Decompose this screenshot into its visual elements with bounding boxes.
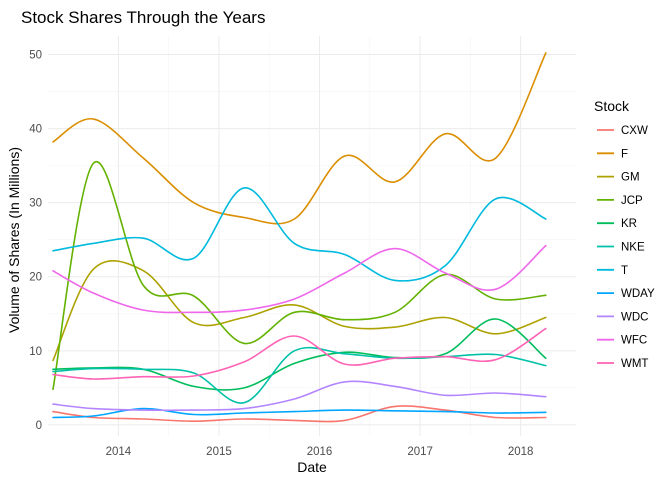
legend: Stock CXW F GM JCP KR NKE T WDAY WDC WFC WMT xyxy=(594,98,655,370)
legend-label: CXW xyxy=(621,125,648,137)
series-line-gm xyxy=(52,260,547,362)
y-axis-title: Volume of Shares (In Millions) xyxy=(6,147,22,333)
legend-label: JCP xyxy=(621,195,643,207)
y-tick-label: 30 xyxy=(29,198,42,210)
legend-item-wdc: WDC xyxy=(597,311,648,323)
grid-minor xyxy=(48,36,576,436)
chart-title: Stock Shares Through the Years xyxy=(21,8,265,27)
legend-item-t: T xyxy=(597,265,628,277)
legend-item-nke: NKE xyxy=(597,242,645,254)
legend-item-f: F xyxy=(597,148,628,160)
series-lines xyxy=(52,52,547,423)
legend-label: T xyxy=(621,265,628,277)
x-tick-label: 2017 xyxy=(407,446,433,458)
y-tick-label: 10 xyxy=(29,346,42,358)
x-tick-label: 2015 xyxy=(206,446,232,458)
x-tick-label: 2014 xyxy=(106,446,132,458)
y-tick-label: 40 xyxy=(29,124,42,136)
y-tick-label: 50 xyxy=(29,50,42,62)
x-axis-tick-labels: 2014 2015 2016 2017 2018 xyxy=(106,446,534,458)
legend-items: CXW F GM JCP KR NKE T WDAY WDC WFC WMT xyxy=(597,125,655,370)
plot-panel xyxy=(48,36,576,436)
series-line-jcp xyxy=(52,160,547,391)
y-axis-tick-labels: 0 10 20 30 40 50 xyxy=(29,50,42,432)
legend-label: NKE xyxy=(621,242,645,254)
y-tick-label: 0 xyxy=(36,420,42,432)
x-tick-label: 2016 xyxy=(307,446,333,458)
legend-label: WDAY xyxy=(621,288,655,300)
series-line-t xyxy=(52,187,547,282)
legend-item-wmt: WMT xyxy=(597,358,648,370)
series-line-nke xyxy=(52,346,547,404)
legend-item-wday: WDAY xyxy=(597,288,655,300)
series-line-kr xyxy=(52,318,547,391)
legend-item-cxw: CXW xyxy=(597,125,648,137)
x-axis-title: Date xyxy=(297,459,327,475)
series-line-f xyxy=(52,52,547,225)
series-line-cxw xyxy=(52,405,547,423)
x-tick-label: 2018 xyxy=(508,446,534,458)
legend-label: WDC xyxy=(621,311,648,323)
legend-item-kr: KR xyxy=(597,218,637,230)
legend-item-wfc: WFC xyxy=(597,335,647,347)
series-line-wfc xyxy=(52,244,547,314)
legend-label: KR xyxy=(621,218,637,230)
legend-label: WFC xyxy=(621,335,647,347)
legend-title: Stock xyxy=(594,98,630,114)
grid-major xyxy=(48,36,576,436)
legend-label: GM xyxy=(621,172,640,184)
y-tick-label: 20 xyxy=(29,272,42,284)
series-line-wmt xyxy=(52,327,547,380)
legend-item-gm: GM xyxy=(597,172,640,184)
legend-label: F xyxy=(621,148,628,160)
legend-label: WMT xyxy=(621,358,648,370)
legend-item-jcp: JCP xyxy=(597,195,643,207)
series-line-wdc xyxy=(52,380,547,412)
